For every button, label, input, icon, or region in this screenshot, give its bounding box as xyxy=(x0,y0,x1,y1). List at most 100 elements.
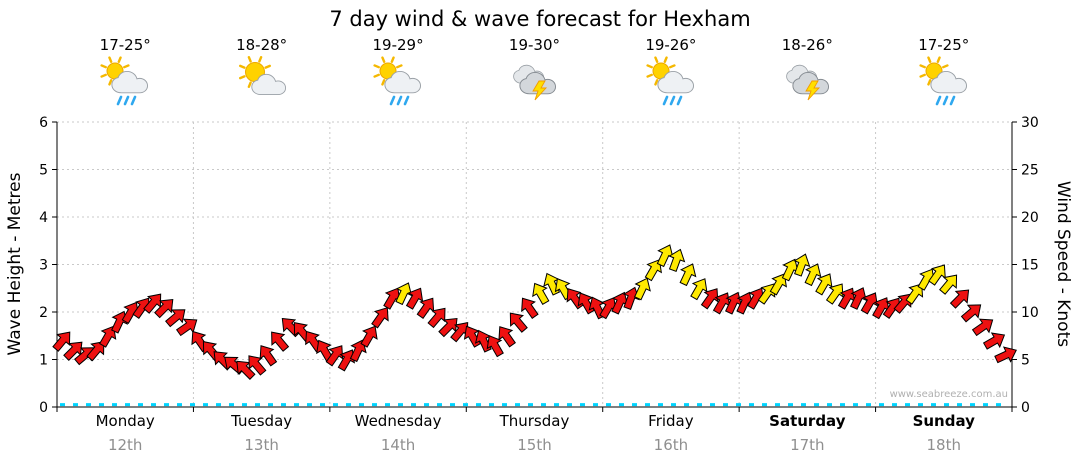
weekday-label: Wednesday xyxy=(354,412,442,430)
weekday-label: Tuesday xyxy=(231,412,293,430)
wind-arrow xyxy=(949,289,970,309)
date-label: 13th xyxy=(244,436,279,454)
wind-arrow xyxy=(668,248,686,272)
wind-arrow xyxy=(259,345,278,367)
wind-arrow xyxy=(971,318,994,337)
wind-arrow xyxy=(337,349,355,372)
weekday-label: Sunday xyxy=(912,412,975,430)
wind-arrow xyxy=(634,277,651,301)
left-axis-tick-label: 2 xyxy=(39,305,48,321)
wind-arrow xyxy=(690,278,708,301)
wind-arrow xyxy=(349,339,367,363)
date-label: 18th xyxy=(926,436,961,454)
wind-arrow xyxy=(498,326,516,348)
day-column-wednesday: 19-29° xyxy=(330,36,466,120)
wind-arrow xyxy=(757,283,776,305)
wind-arrow xyxy=(850,287,867,310)
cloud-storm-icon xyxy=(513,64,557,101)
date-label: 17th xyxy=(790,436,825,454)
wind-arrow xyxy=(939,274,958,295)
day-temperature-range: 19-26° xyxy=(645,36,697,54)
wind-arrow xyxy=(825,283,844,305)
day-temperature-range: 18-28° xyxy=(236,36,288,54)
day-temperature-range: 19-30° xyxy=(508,36,561,54)
wind-arrow xyxy=(271,331,290,352)
right-axis-tick-label: 15 xyxy=(1021,258,1039,274)
sun-cloud-rain-icon xyxy=(919,56,967,106)
date-label: 15th xyxy=(517,436,552,454)
left-axis-label: Wave Height - Metres xyxy=(5,172,25,356)
right-axis-tick-label: 10 xyxy=(1021,305,1039,321)
weekday-label: Saturday xyxy=(769,412,846,430)
day-column-tuesday: 18-28° xyxy=(193,36,329,120)
day-temperature-range: 18-26° xyxy=(781,36,833,54)
day-temperature-range: 17-25° xyxy=(99,36,151,54)
right-axis-tick-label: 30 xyxy=(1021,115,1039,131)
wind-arrow xyxy=(405,287,424,310)
right-axis-tick-label: 5 xyxy=(1021,353,1030,369)
wind-arrow xyxy=(769,273,787,296)
day-header-row: 17-25° 18-28° 19-29° 19-30° 19-26° 18-26° 17-2… xyxy=(57,36,1012,120)
sun-cloud-rain-icon xyxy=(100,56,149,106)
wind-arrow xyxy=(486,335,504,358)
wind-arrow xyxy=(438,317,458,338)
right-axis-tick-label: 25 xyxy=(1021,163,1039,179)
day-column-thursday: 19-30° xyxy=(466,36,602,120)
day-column-saturday: 18-26° xyxy=(739,36,875,120)
left-axis-tick-label: 3 xyxy=(39,258,48,274)
wind-arrow xyxy=(815,273,833,296)
wind-arrow xyxy=(521,297,539,320)
day-column-sunday: 17-25° xyxy=(876,36,1012,120)
wind-arrow xyxy=(509,312,528,333)
date-label: 14th xyxy=(380,436,416,454)
wind-arrow xyxy=(371,307,389,329)
left-axis-tick-label: 1 xyxy=(39,353,48,369)
wind-arrow xyxy=(622,286,640,310)
wind-arrow xyxy=(905,283,924,305)
day-column-friday: 19-26° xyxy=(603,36,739,120)
watermark: www.seabreeze.com.au xyxy=(889,389,1008,400)
wind-arrow xyxy=(700,288,719,310)
left-axis-tick-label: 5 xyxy=(39,163,48,179)
date-label: 12th xyxy=(107,436,143,454)
sun-cloud-icon xyxy=(238,56,286,96)
chart-title: 7 day wind & wave forecast for Hexham xyxy=(329,7,751,31)
right-axis-tick-label: 0 xyxy=(1021,400,1030,416)
left-axis-tick-label: 6 xyxy=(39,115,48,131)
wind-arrow xyxy=(154,298,174,319)
wind-arrow xyxy=(248,355,267,376)
wind-arrow xyxy=(98,325,117,348)
wind-arrow xyxy=(325,345,344,367)
wind-arrow xyxy=(804,263,822,287)
wind-arrow xyxy=(960,304,982,323)
wind-arrow xyxy=(52,331,71,352)
left-axis-tick-label: 4 xyxy=(39,210,48,226)
day-temperature-range: 19-29° xyxy=(372,36,424,54)
date-labels-row: 12th 13th 14th 15th 16th 17th 18th xyxy=(57,436,1012,454)
wind-arrow xyxy=(679,263,697,287)
wind-arrow xyxy=(111,310,128,334)
cloud-storm-icon xyxy=(786,64,830,101)
day-column-monday: 17-25° xyxy=(57,36,193,120)
wind-arrow xyxy=(86,340,105,362)
sun-cloud-rain-icon xyxy=(646,56,694,106)
wind-arrow xyxy=(994,346,1017,364)
left-axis-tick-label: 0 xyxy=(39,400,48,416)
wind-arrow xyxy=(644,259,662,282)
wind-arrow xyxy=(143,293,162,314)
wind-arrow xyxy=(395,282,413,306)
day-labels-row: Monday Tuesday Wednesday Thursday Friday Satu… xyxy=(57,412,1012,430)
wind-arrow xyxy=(793,253,811,277)
right-axis-tick-label: 20 xyxy=(1021,210,1039,226)
wind-arrow xyxy=(860,292,878,315)
sun-cloud-rain-icon xyxy=(373,56,422,106)
wind-arrow xyxy=(427,307,446,329)
weekday-label: Friday xyxy=(648,412,694,430)
wind-arrow xyxy=(360,325,378,348)
wind-arrow xyxy=(982,332,1006,350)
wind-arrow xyxy=(532,282,550,305)
date-label: 16th xyxy=(653,436,689,454)
weekday-label: Monday xyxy=(95,412,155,430)
